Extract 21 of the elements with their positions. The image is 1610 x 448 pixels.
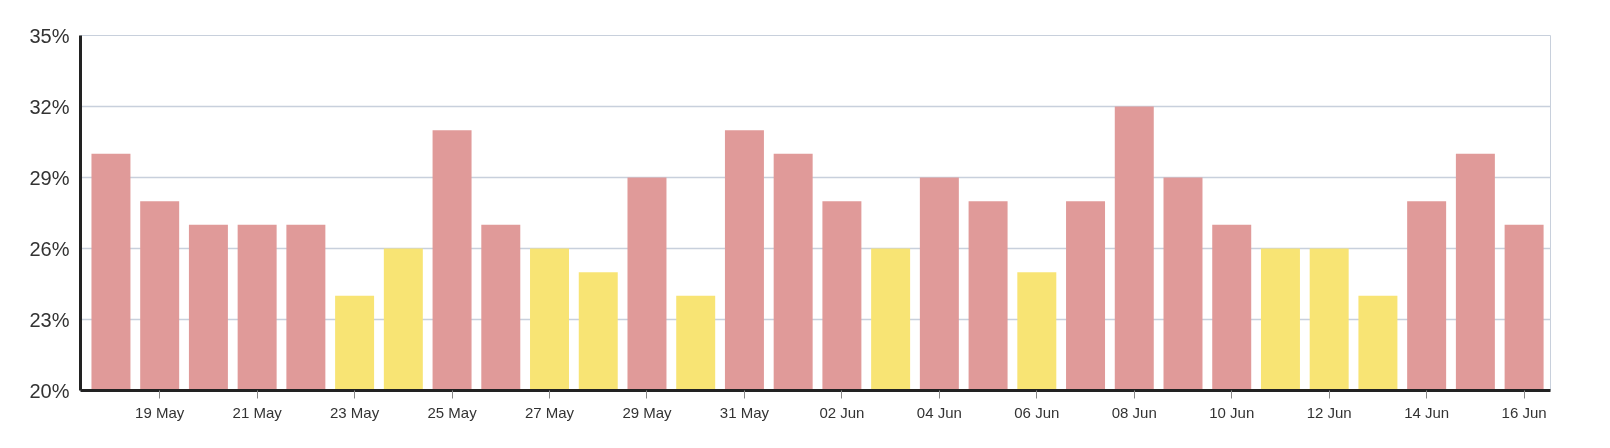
y-tick-label: 26%	[29, 237, 70, 260]
x-tick-label: 25 May	[427, 403, 478, 421]
y-tick-label: 23%	[29, 308, 70, 331]
x-tick-label: 10 Jun	[1209, 403, 1255, 421]
x-tick-label: 06 Jun	[1014, 403, 1060, 421]
x-tick-label: 16 Jun	[1501, 403, 1547, 421]
y-tick-label: 20%	[29, 379, 70, 402]
x-tick-label: 29 May	[622, 403, 673, 421]
y-tick-label: 29%	[29, 166, 70, 189]
y-tick-label: 35%	[29, 24, 70, 47]
x-tick-label: 31 May	[719, 403, 770, 421]
x-tick-label: 12 Jun	[1306, 403, 1352, 421]
x-tick-label: 04 Jun	[916, 403, 962, 421]
x-tick-label: 08 Jun	[1111, 403, 1157, 421]
x-tick-label: 02 Jun	[819, 403, 865, 421]
x-tick-label: 27 May	[524, 403, 575, 421]
x-tick-label: 19 May	[135, 403, 185, 421]
x-tick-label: 14 Jun	[1404, 403, 1450, 421]
x-tick-label: 21 May	[232, 403, 283, 421]
x-tick-label: 23 May	[330, 403, 380, 421]
y-tick-label: 32%	[29, 95, 70, 118]
